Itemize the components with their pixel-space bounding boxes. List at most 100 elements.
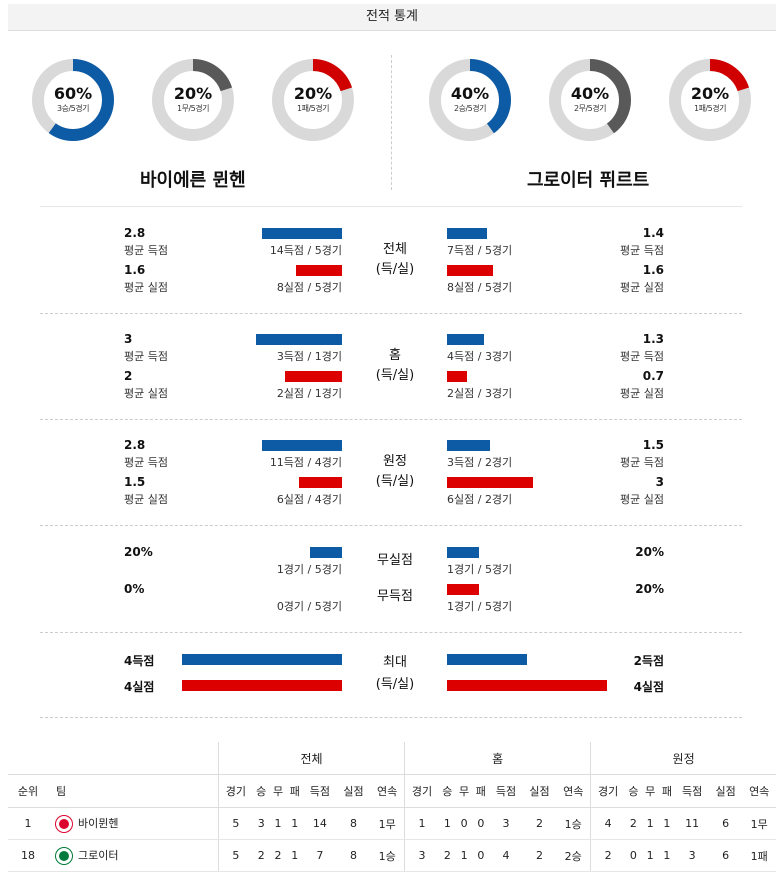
- total-stat-cell: 7: [303, 839, 337, 872]
- left-value: 2: [124, 369, 133, 383]
- left-bar: [310, 547, 342, 558]
- right-count: 8실점 / 5경기: [447, 281, 513, 294]
- left-count: 11득점 / 4경기: [269, 456, 342, 469]
- table-row[interactable]: 18 그로이터 5 2 2 1 7 8 1승 3 2 1 0 4 2 2승 2 0 1 1 3 6 1패: [8, 839, 776, 872]
- col-total-3: 패: [286, 774, 304, 808]
- left-bar: [182, 680, 342, 691]
- donut-arc: [152, 59, 234, 141]
- col-total-5: 실점: [336, 774, 371, 808]
- team-name[interactable]: 바이뮌헨: [78, 817, 119, 830]
- left-count: 1경기 / 5경기: [276, 563, 342, 576]
- total-stat-cell: 14: [303, 807, 337, 840]
- left-bar: [182, 654, 342, 665]
- col-total-1: 승: [252, 774, 270, 808]
- team-logo-icon: [56, 816, 72, 832]
- away-stat-cell: 1: [658, 807, 676, 840]
- left-value: 1.5: [124, 475, 146, 489]
- divider: [40, 313, 742, 314]
- away-stat-cell: 11: [675, 807, 709, 840]
- total-stat-cell: 8: [336, 807, 371, 840]
- divider: [40, 419, 742, 420]
- right-bar: [447, 440, 490, 451]
- right-bar: [447, 334, 484, 345]
- donut-percent: 60%: [53, 84, 93, 103]
- col-home-0: 경기: [404, 774, 439, 808]
- col-home-2: 무: [455, 774, 473, 808]
- team-name[interactable]: 그로이터: [78, 849, 119, 862]
- total-stat-cell: 1승: [370, 839, 405, 872]
- col-away-6: 연속: [742, 774, 776, 808]
- home-stat-cell: 2승: [556, 839, 591, 872]
- left-value: 2.8: [124, 438, 146, 452]
- section-category-sub: (득/실): [375, 677, 415, 692]
- right-bar: [447, 228, 487, 239]
- col-total-0: 경기: [217, 774, 253, 808]
- team-divider: [391, 55, 392, 190]
- left-value: 4실점: [124, 680, 155, 694]
- away-team-name: 그로이터 퓌르트: [527, 170, 650, 191]
- donut-arc: [549, 59, 631, 141]
- home-stat-cell: 2: [522, 807, 557, 840]
- rank-cell: 18: [8, 839, 48, 872]
- right-label: 평균 득점: [620, 456, 664, 469]
- section-category: 홈: [389, 348, 401, 363]
- home-stat-cell: 2: [522, 839, 557, 872]
- home-stat-cell: 1: [438, 807, 456, 840]
- right-value: 1.5: [642, 438, 664, 452]
- right-value: 1.3: [642, 332, 664, 346]
- right-value: 20%: [635, 582, 664, 596]
- left-count: 2실점 / 1경기: [276, 387, 342, 400]
- section-category-sub: (득/실): [375, 262, 415, 277]
- donut-caption: 2무/5경기: [574, 104, 606, 113]
- left-label: 평균 득점: [124, 456, 168, 469]
- left-bar: [299, 477, 342, 488]
- donut-chart: 20% 1무/5경기: [151, 58, 235, 142]
- right-count: 3득점 / 2경기: [447, 456, 513, 469]
- col-away-1: 승: [625, 774, 642, 808]
- home-stat-cell: 1: [455, 839, 473, 872]
- home-stat-cell: 2: [438, 839, 456, 872]
- away-stat-cell: 4: [590, 807, 626, 840]
- donut-percent: 40%: [570, 84, 610, 103]
- section-category: 최대: [383, 655, 407, 670]
- donut-percent: 20%: [293, 84, 333, 103]
- table-row[interactable]: 1 바이뮌헨 5 3 1 1 14 8 1무 1 1 0 0 3 2 1승 4 2 1 1 11 6 1무: [8, 807, 776, 840]
- left-label: 평균 득점: [124, 350, 168, 363]
- left-value: 3: [124, 332, 133, 346]
- left-label: 평균 실점: [124, 281, 168, 294]
- right-label: 평균 득점: [620, 244, 664, 257]
- divider: [40, 717, 742, 718]
- col-home-4: 득점: [489, 774, 523, 808]
- section-category: 무실점: [377, 553, 413, 568]
- right-label: 평균 실점: [620, 281, 664, 294]
- col-total-6: 연속: [370, 774, 405, 808]
- group-header-total: 전체: [217, 742, 405, 775]
- away-stat-cell: 1: [641, 807, 659, 840]
- left-count: 14득점 / 5경기: [269, 244, 342, 257]
- donut-chart: 40% 2승/5경기: [428, 58, 512, 142]
- col-away-4: 득점: [675, 774, 709, 808]
- left-count: 6실점 / 4경기: [276, 493, 342, 506]
- team-cell[interactable]: 그로이터: [48, 839, 219, 872]
- right-count: 4득점 / 3경기: [447, 350, 513, 363]
- left-value: 4득점: [124, 654, 155, 668]
- left-bar: [296, 265, 342, 276]
- left-count: 8실점 / 5경기: [276, 281, 342, 294]
- divider: [40, 632, 742, 633]
- donut-arc: [429, 59, 511, 141]
- away-stat-cell: 3: [675, 839, 709, 872]
- donut-caption: 1패/5경기: [694, 104, 726, 113]
- right-bar: [447, 265, 493, 276]
- col-away-0: 경기: [590, 774, 626, 808]
- total-stat-cell: 1: [269, 807, 287, 840]
- right-count: 2실점 / 3경기: [447, 387, 513, 400]
- away-stat-cell: 1패: [742, 839, 776, 872]
- away-stat-cell: 2: [590, 839, 626, 872]
- donut-caption: 2승/5경기: [454, 104, 486, 113]
- right-bar: [447, 547, 479, 558]
- home-stat-cell: 1승: [556, 807, 591, 840]
- donut-ring: [32, 59, 114, 141]
- team-cell[interactable]: 바이뮌헨: [48, 807, 219, 840]
- home-team-name: 바이에른 뮌헨: [140, 170, 246, 191]
- right-count: 1경기 / 5경기: [447, 563, 513, 576]
